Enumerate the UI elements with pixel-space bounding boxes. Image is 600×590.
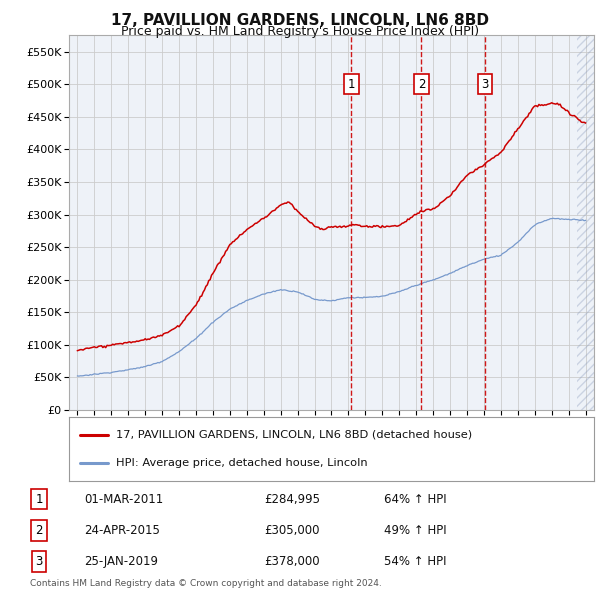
Text: 3: 3 [35, 555, 43, 568]
Bar [577, 32, 600, 410]
Text: 49% ↑ HPI: 49% ↑ HPI [384, 524, 446, 537]
Text: 2: 2 [35, 524, 43, 537]
Text: 54% ↑ HPI: 54% ↑ HPI [384, 555, 446, 568]
Text: 17, PAVILLION GARDENS, LINCOLN, LN6 8BD: 17, PAVILLION GARDENS, LINCOLN, LN6 8BD [111, 13, 489, 28]
Text: 1: 1 [347, 78, 355, 91]
Text: 3: 3 [481, 78, 489, 91]
Text: 25-JAN-2019: 25-JAN-2019 [84, 555, 158, 568]
Text: 2: 2 [418, 78, 425, 91]
Text: HPI: Average price, detached house, Lincoln: HPI: Average price, detached house, Linc… [116, 458, 368, 468]
Text: Contains HM Land Registry data © Crown copyright and database right 2024.
This d: Contains HM Land Registry data © Crown c… [30, 579, 382, 590]
Text: 17, PAVILLION GARDENS, LINCOLN, LN6 8BD (detached house): 17, PAVILLION GARDENS, LINCOLN, LN6 8BD … [116, 430, 472, 440]
Text: Price paid vs. HM Land Registry's House Price Index (HPI): Price paid vs. HM Land Registry's House … [121, 25, 479, 38]
Text: £305,000: £305,000 [264, 524, 320, 537]
Text: 64% ↑ HPI: 64% ↑ HPI [384, 493, 446, 506]
Text: £284,995: £284,995 [264, 493, 320, 506]
Text: 01-MAR-2011: 01-MAR-2011 [84, 493, 163, 506]
Text: 1: 1 [35, 493, 43, 506]
Text: £378,000: £378,000 [264, 555, 320, 568]
Text: 24-APR-2015: 24-APR-2015 [84, 524, 160, 537]
